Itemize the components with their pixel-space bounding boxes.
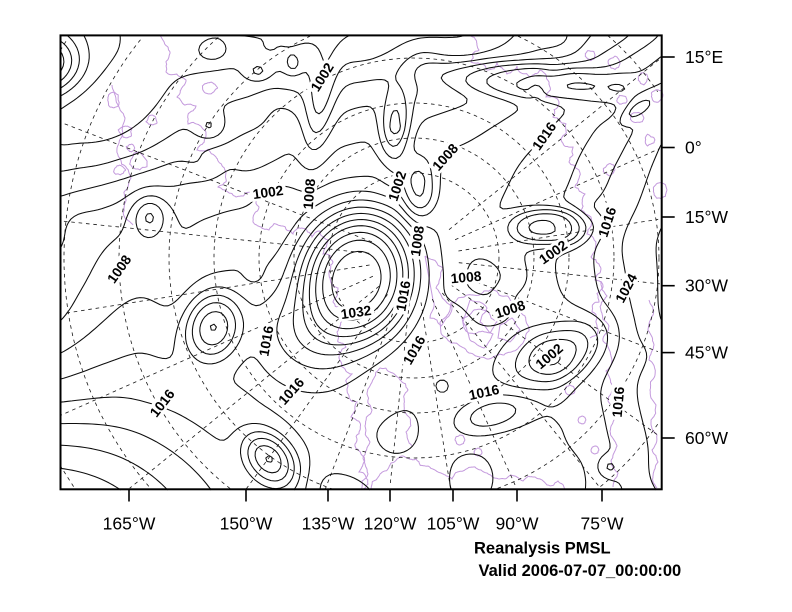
svg-text:30°W: 30°W xyxy=(685,276,728,296)
svg-text:1002: 1002 xyxy=(252,183,285,202)
svg-text:Valid 2006-07-07_00:00:00: Valid 2006-07-07_00:00:00 xyxy=(479,562,682,580)
svg-text:105°W: 105°W xyxy=(427,514,480,534)
svg-text:Reanalysis PMSL: Reanalysis PMSL xyxy=(474,540,611,558)
svg-text:0°: 0° xyxy=(685,138,702,158)
svg-text:75°W: 75°W xyxy=(581,514,624,534)
svg-text:15°W: 15°W xyxy=(685,207,728,227)
svg-text:150°W: 150°W xyxy=(220,514,273,534)
svg-text:120°W: 120°W xyxy=(364,514,417,534)
svg-text:135°W: 135°W xyxy=(302,514,355,534)
svg-text:1016: 1016 xyxy=(393,279,413,312)
svg-text:1008: 1008 xyxy=(450,269,482,287)
svg-text:1008: 1008 xyxy=(301,178,319,210)
svg-text:15°E: 15°E xyxy=(685,47,723,67)
svg-text:1008: 1008 xyxy=(408,225,427,258)
svg-text:1016: 1016 xyxy=(468,382,501,403)
svg-text:1032: 1032 xyxy=(340,303,373,322)
svg-text:165°W: 165°W xyxy=(103,514,156,534)
svg-text:1016: 1016 xyxy=(256,324,276,357)
svg-text:90°W: 90°W xyxy=(496,514,539,534)
svg-text:45°W: 45°W xyxy=(685,343,728,363)
svg-text:60°W: 60°W xyxy=(685,428,728,448)
svg-text:1016: 1016 xyxy=(610,386,628,418)
